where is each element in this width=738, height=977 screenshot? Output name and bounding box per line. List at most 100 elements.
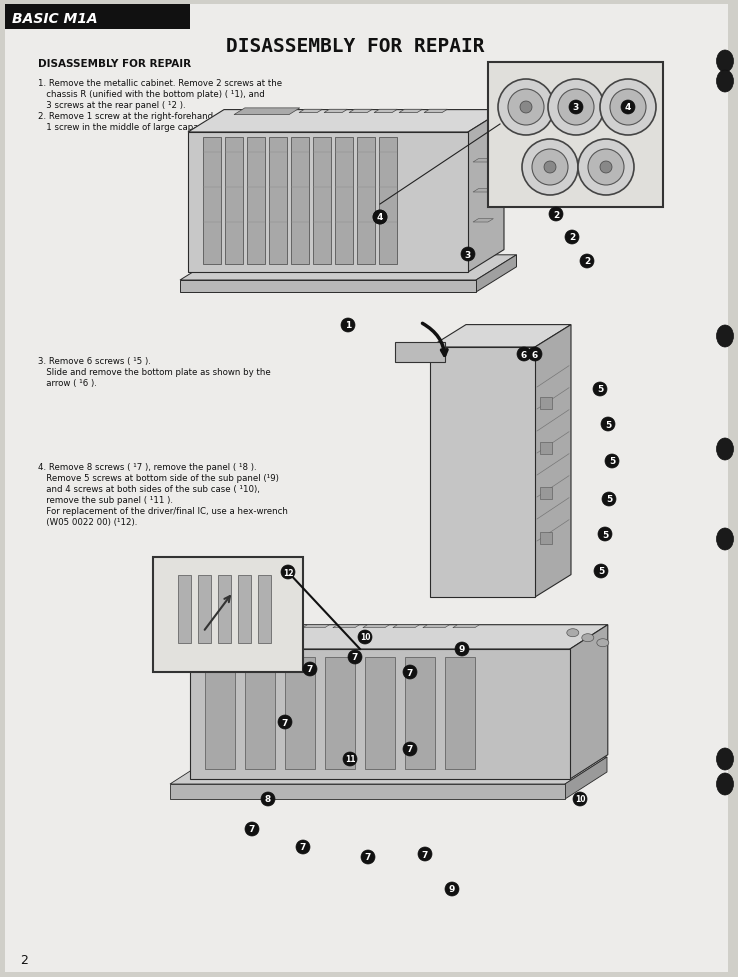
Circle shape	[361, 850, 375, 864]
Circle shape	[601, 417, 615, 432]
Circle shape	[261, 792, 275, 806]
Circle shape	[580, 255, 594, 269]
Text: 5: 5	[609, 457, 615, 466]
Text: 9: 9	[459, 645, 465, 654]
Polygon shape	[190, 625, 608, 650]
Circle shape	[605, 454, 619, 469]
Polygon shape	[299, 110, 323, 113]
Text: 1. Remove the metallic cabinet. Remove 2 screws at the: 1. Remove the metallic cabinet. Remove 2…	[38, 79, 282, 88]
Polygon shape	[285, 658, 315, 769]
Polygon shape	[395, 343, 445, 362]
Circle shape	[303, 662, 317, 676]
Circle shape	[558, 90, 594, 126]
Polygon shape	[180, 256, 517, 280]
Polygon shape	[188, 133, 468, 273]
Polygon shape	[203, 138, 221, 265]
Polygon shape	[405, 658, 435, 769]
Circle shape	[455, 642, 469, 657]
Bar	[218, 575, 231, 643]
Polygon shape	[445, 658, 475, 769]
Circle shape	[588, 149, 624, 186]
Polygon shape	[468, 110, 504, 273]
Polygon shape	[234, 108, 300, 115]
Circle shape	[570, 102, 582, 114]
Circle shape	[600, 162, 612, 174]
Bar	[258, 575, 271, 643]
Circle shape	[594, 565, 608, 578]
Bar	[238, 575, 251, 643]
Text: remove the sub panel ( ¹11 ).: remove the sub panel ( ¹11 ).	[38, 495, 173, 504]
Text: 3: 3	[465, 250, 471, 259]
Text: 4: 4	[377, 213, 383, 223]
Text: 10: 10	[575, 794, 585, 804]
Polygon shape	[570, 625, 608, 780]
Polygon shape	[333, 625, 359, 628]
Text: 5: 5	[598, 567, 604, 575]
Polygon shape	[430, 348, 535, 597]
Circle shape	[245, 823, 259, 836]
Polygon shape	[424, 110, 447, 113]
Circle shape	[569, 101, 583, 115]
Circle shape	[343, 752, 357, 766]
Polygon shape	[374, 110, 397, 113]
Bar	[5, 5, 190, 30]
Circle shape	[565, 231, 579, 245]
Text: 6: 6	[521, 350, 527, 360]
Bar	[488, 63, 663, 208]
Text: 1: 1	[345, 321, 351, 330]
Text: 4: 4	[377, 213, 383, 223]
Text: 7: 7	[422, 850, 428, 859]
Polygon shape	[243, 625, 269, 628]
Polygon shape	[273, 625, 300, 628]
Circle shape	[296, 840, 310, 854]
Circle shape	[341, 319, 355, 332]
Circle shape	[498, 80, 554, 136]
Text: 7: 7	[300, 842, 306, 852]
Polygon shape	[205, 658, 235, 769]
Polygon shape	[357, 138, 375, 265]
Polygon shape	[188, 110, 504, 133]
Polygon shape	[313, 138, 331, 265]
Polygon shape	[291, 138, 309, 265]
Ellipse shape	[717, 748, 734, 770]
Polygon shape	[565, 757, 607, 799]
Text: 3. Remove 6 screws ( ¹5 ).: 3. Remove 6 screws ( ¹5 ).	[38, 357, 151, 365]
Circle shape	[522, 140, 578, 195]
Text: 2: 2	[20, 953, 28, 965]
Circle shape	[373, 211, 387, 225]
Text: 2: 2	[553, 210, 559, 219]
Polygon shape	[476, 256, 517, 293]
Ellipse shape	[717, 529, 734, 550]
Polygon shape	[430, 325, 571, 348]
Text: 3 screws at the rear panel ( ¹2 ).: 3 screws at the rear panel ( ¹2 ).	[38, 101, 186, 109]
Bar	[153, 558, 303, 672]
Circle shape	[403, 743, 417, 756]
Ellipse shape	[597, 639, 609, 647]
Text: 5: 5	[597, 385, 603, 394]
Polygon shape	[349, 110, 373, 113]
Ellipse shape	[717, 51, 734, 73]
Polygon shape	[269, 138, 287, 265]
Text: 4. Remove 8 screws ( ¹7 ), remove the panel ( ¹8 ).: 4. Remove 8 screws ( ¹7 ), remove the pa…	[38, 462, 257, 472]
Polygon shape	[170, 785, 565, 799]
Ellipse shape	[717, 71, 734, 93]
Bar	[540, 532, 552, 544]
Ellipse shape	[717, 439, 734, 460]
Polygon shape	[393, 625, 419, 628]
Circle shape	[508, 90, 544, 126]
Polygon shape	[473, 220, 494, 223]
Circle shape	[621, 101, 635, 115]
Circle shape	[602, 492, 616, 506]
Polygon shape	[379, 138, 397, 265]
Text: and 4 screws at both sides of the sub case ( ¹10),: and 4 screws at both sides of the sub ca…	[38, 485, 260, 493]
Bar	[540, 488, 552, 499]
Circle shape	[358, 630, 372, 645]
Circle shape	[281, 566, 295, 579]
Polygon shape	[190, 650, 570, 780]
Text: BASIC M1A: BASIC M1A	[12, 12, 97, 26]
Text: 3: 3	[573, 104, 579, 112]
Polygon shape	[423, 625, 449, 628]
Text: 5: 5	[602, 530, 608, 539]
Polygon shape	[535, 325, 571, 597]
Text: 12: 12	[283, 568, 293, 576]
